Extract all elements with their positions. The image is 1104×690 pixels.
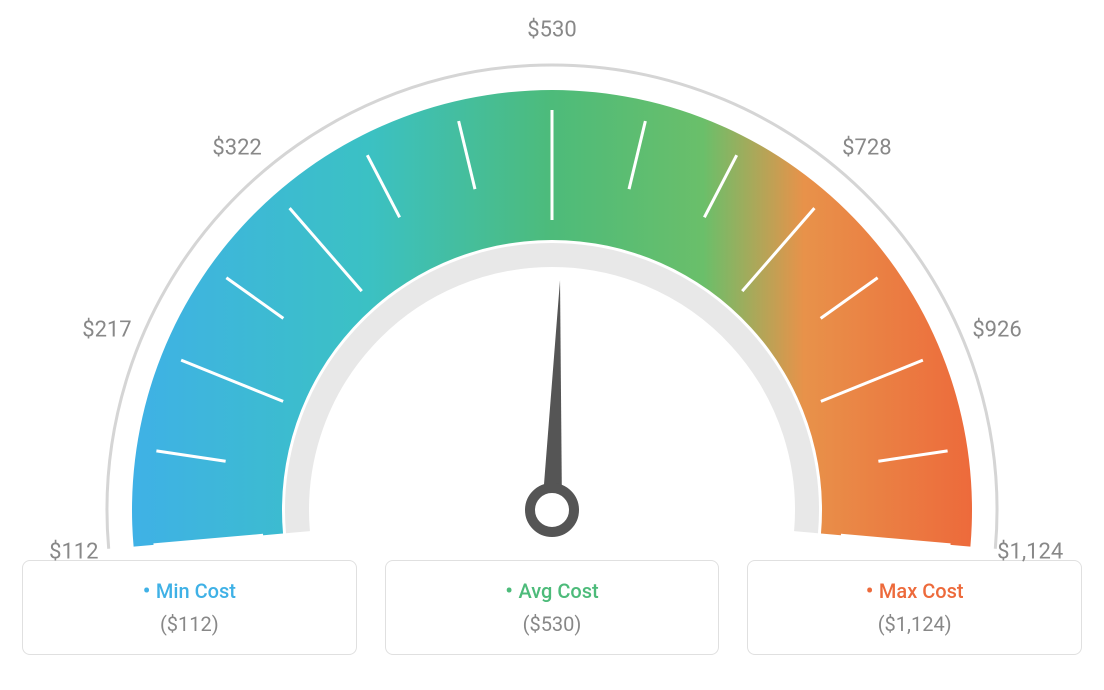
needle-base	[530, 488, 574, 532]
legend-value: ($530)	[398, 612, 707, 636]
legend-box: Avg Cost ($530)	[385, 560, 720, 655]
tick-label: $112	[49, 539, 98, 564]
legend-row: Min Cost ($112) Avg Cost ($530) Max Cost ($1,…	[22, 560, 1082, 655]
legend-box: Max Cost ($1,124)	[747, 560, 1082, 655]
chart-container: $112 $217 $322 $530 $728 $926 $1,124 Min Cost (…	[0, 0, 1104, 690]
legend-title: Avg Cost	[398, 579, 707, 604]
legend-value: ($1,124)	[760, 612, 1069, 636]
legend-title: Min Cost	[35, 579, 344, 604]
tick-label: $530	[527, 18, 576, 43]
tick-label: $926	[972, 318, 1021, 343]
tick-label: $217	[82, 318, 131, 343]
tick-label: $728	[842, 135, 891, 160]
tick-label: $1,124	[997, 539, 1063, 564]
needle	[542, 280, 562, 510]
legend-box: Min Cost ($112)	[22, 560, 357, 655]
legend-value: ($112)	[35, 612, 344, 636]
legend-title: Max Cost	[760, 579, 1069, 604]
gauge-svg	[22, 20, 1082, 560]
tick-label: $322	[212, 135, 261, 160]
gauge-area: $112$217$322$530$728$926$1,124	[22, 20, 1082, 560]
